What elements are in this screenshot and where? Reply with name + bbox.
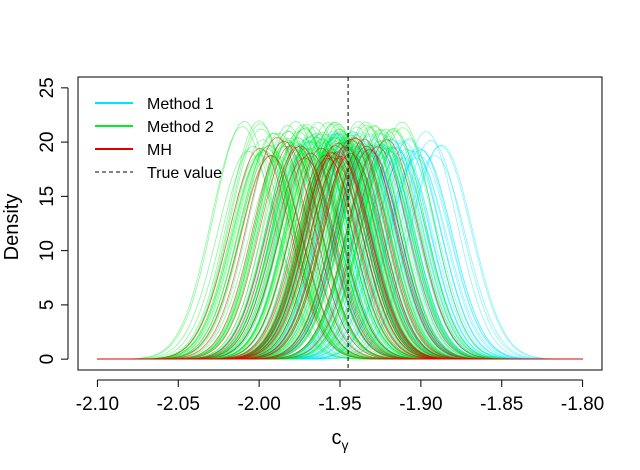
x-tick-label: -1.90 [399,394,442,415]
legend: Method 1 Method 2 MH True value [95,96,222,182]
legend-label-method-1: Method 1 [147,96,214,113]
x-tick-label: -1.85 [480,394,523,415]
x-axis: -2.10 -2.05 -2.00 -1.95 -1.90 -1.85 -1.80 [76,379,604,415]
legend-item-mh: MH [95,142,172,159]
x-tick-label: -2.05 [157,394,200,415]
x-tick-label: -2.10 [76,394,119,415]
density-curve [97,156,583,360]
x-tick-label: -1.80 [561,394,604,415]
y-tick-label: 20 [37,132,58,153]
density-curves [97,120,583,360]
y-axis: 0 5 10 15 20 25 [37,77,69,365]
legend-label-method-2: Method 2 [147,119,214,136]
y-tick-label: 10 [37,240,58,261]
legend-label-true-value: True value [147,165,222,182]
y-tick-label: 5 [37,300,58,311]
y-tick-label: 25 [37,77,58,98]
x-axis-label: cγ [332,427,349,453]
x-tick-label: -1.95 [318,394,361,415]
y-tick-label: 0 [37,354,58,365]
series-mh [97,137,583,360]
x-tick-label: -2.00 [237,394,280,415]
plot-frame [77,76,603,371]
y-axis-label: Density [1,194,23,261]
legend-item-true-value: True value [95,165,222,182]
legend-item-method-1: Method 1 [95,96,214,113]
y-tick-label: 15 [37,186,58,207]
legend-item-method-2: Method 2 [95,119,214,136]
legend-label-mh: MH [147,142,172,159]
